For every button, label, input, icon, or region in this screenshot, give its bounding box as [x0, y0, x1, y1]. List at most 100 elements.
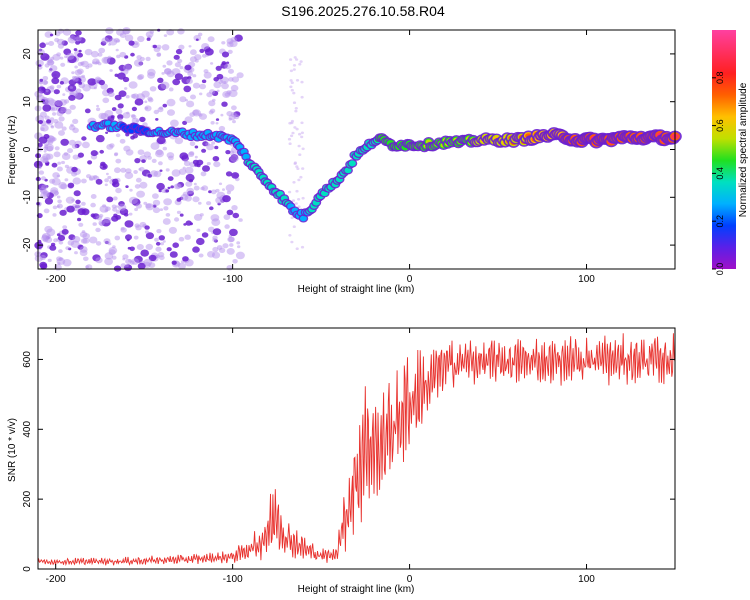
ridge-mark — [242, 153, 250, 160]
noise-speckle — [128, 259, 133, 263]
noise-speckle — [160, 81, 170, 90]
noise-speckle — [115, 48, 119, 52]
noise-speckle — [173, 54, 180, 60]
x-tick-label: 0 — [407, 574, 413, 585]
noise-speckle — [77, 208, 86, 216]
spectrogram-x-label: Height of straight line (km) — [298, 284, 415, 295]
noise-speckle — [54, 146, 60, 151]
noise-speckle — [290, 216, 294, 220]
noise-speckle — [212, 228, 222, 236]
noise-speckle — [139, 56, 145, 62]
noise-speckle — [213, 77, 219, 82]
noise-speckle — [156, 136, 166, 145]
noise-speckle — [299, 175, 303, 179]
noise-speckle — [122, 64, 132, 72]
noise-speckle — [124, 34, 134, 42]
noise-speckle — [103, 217, 112, 224]
noise-speckle — [192, 196, 200, 203]
noise-speckle — [128, 81, 138, 89]
noise-speckle — [117, 72, 126, 80]
noise-speckle — [300, 131, 304, 135]
noise-speckle — [289, 69, 293, 73]
noise-speckle — [229, 243, 234, 247]
noise-speckle — [209, 108, 216, 114]
noise-speckle — [295, 247, 299, 250]
noise-speckle — [39, 42, 46, 49]
noise-speckle — [188, 151, 195, 156]
noise-speckle — [168, 155, 174, 161]
noise-speckle — [230, 84, 239, 92]
noise-speckle — [301, 147, 305, 151]
spectrogram-y-label: Frequency (Hz) — [7, 116, 18, 185]
noise-speckle — [136, 244, 144, 250]
noise-speckle — [238, 218, 243, 222]
noise-speckle — [159, 169, 163, 172]
noise-speckle — [145, 243, 153, 250]
noise-speckle — [165, 213, 171, 217]
noise-speckle — [124, 220, 134, 228]
noise-speckle — [115, 215, 122, 220]
noise-speckle — [186, 78, 193, 84]
noise-speckle — [170, 119, 179, 127]
noise-speckle — [96, 104, 99, 108]
noise-speckle — [111, 107, 117, 112]
noise-speckle — [99, 149, 104, 154]
noise-speckle — [225, 150, 231, 155]
noise-speckle — [161, 44, 170, 51]
noise-speckle — [129, 246, 135, 252]
noise-speckle — [185, 99, 189, 102]
noise-speckle — [300, 80, 304, 84]
noise-speckle — [300, 121, 304, 125]
noise-speckle — [53, 238, 58, 243]
noise-speckle — [205, 142, 210, 147]
noise-speckle — [118, 90, 127, 97]
noise-speckle — [189, 141, 196, 147]
noise-speckle — [155, 241, 161, 246]
noise-speckle — [296, 167, 300, 170]
noise-speckle — [134, 207, 139, 212]
noise-speckle — [72, 118, 79, 124]
noise-speckle — [71, 144, 78, 149]
noise-speckle — [53, 89, 60, 95]
noise-speckle — [95, 178, 103, 185]
colorbar-tick-label: 0.4 — [715, 167, 725, 180]
noise-speckle — [78, 49, 82, 53]
noise-speckle — [38, 120, 43, 124]
noise-speckle — [75, 205, 79, 209]
noise-speckle — [51, 77, 60, 85]
noise-speckle — [71, 171, 78, 177]
noise-speckle — [288, 142, 292, 145]
noise-speckle — [188, 45, 192, 48]
noise-speckle — [110, 115, 115, 119]
noise-speckle — [227, 49, 233, 55]
noise-speckle — [105, 27, 114, 35]
y-tick-label: 600 — [22, 351, 33, 368]
noise-speckle — [157, 77, 164, 84]
noise-speckle — [47, 59, 55, 66]
noise-speckle — [194, 145, 199, 149]
noise-speckle — [117, 117, 123, 122]
y-tick-label: 10 — [22, 96, 33, 108]
noise-speckle — [236, 72, 244, 79]
noise-speckle — [92, 175, 98, 179]
noise-speckle — [135, 203, 142, 209]
noise-speckle — [141, 90, 150, 98]
noise-speckle — [225, 184, 235, 192]
snr-x-ticks: -200 -100 0 100 — [46, 328, 595, 585]
noise-speckle — [154, 237, 159, 242]
noise-speckle — [106, 172, 109, 176]
spectrogram-y-ticks: 20 10 0 -10 -20 — [22, 48, 675, 252]
noise-speckle — [101, 37, 110, 44]
noise-speckle — [125, 133, 130, 137]
noise-speckle — [177, 58, 183, 64]
noise-speckle — [95, 227, 101, 233]
noise-speckle — [207, 251, 215, 258]
noise-speckle — [55, 100, 63, 107]
noise-speckle — [73, 48, 78, 52]
noise-speckle — [201, 79, 207, 84]
noise-speckle — [153, 109, 159, 115]
snr-series-line — [37, 333, 676, 566]
noise-speckle — [78, 222, 84, 227]
noise-speckle — [218, 125, 226, 132]
noise-speckle — [230, 154, 239, 162]
